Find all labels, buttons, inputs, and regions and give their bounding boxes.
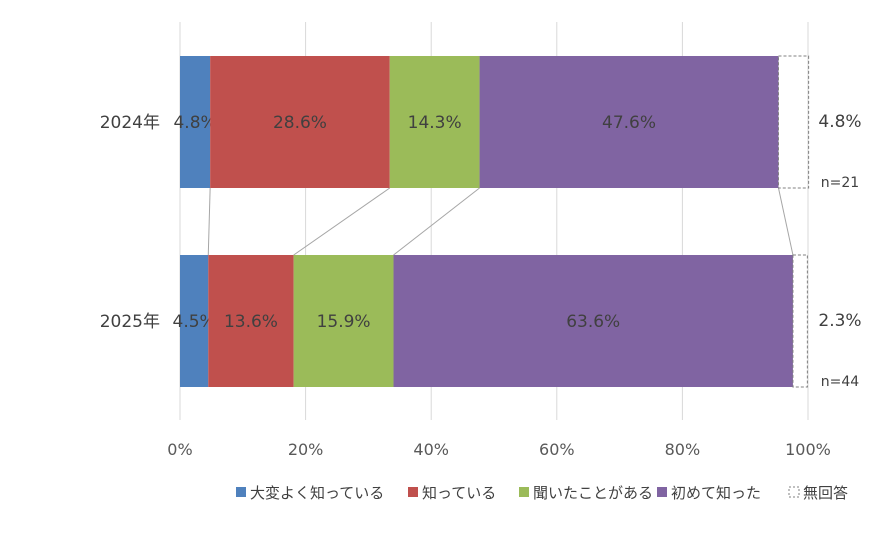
data-label: 47.6%: [602, 113, 656, 133]
legend-label: 無回答: [803, 484, 848, 502]
legend-swatch: [236, 487, 246, 497]
bar-segment: [389, 56, 480, 188]
legend-swatch: [657, 487, 667, 497]
x-tick-label: 60%: [539, 440, 575, 459]
series-line: [777, 187, 794, 256]
sample-size-label: n=44: [821, 374, 860, 390]
x-tick-label: 80%: [665, 440, 701, 459]
legend-swatch: [408, 487, 418, 497]
bars: 4.8% 28.6% 14.3% 47.6% 4.5% 13.6% 15.9% 63.6%: [173, 55, 810, 388]
x-tick-label: 40%: [413, 440, 449, 459]
data-label: 15.9%: [317, 312, 371, 332]
data-label: 4.8%: [173, 113, 216, 133]
no-answer-labels: 4.8% n=21 2.3% n=44: [818, 112, 861, 390]
bar-segment: [479, 56, 779, 188]
data-label: 63.6%: [566, 312, 620, 332]
legend-label: 大変よく知っている: [250, 484, 384, 502]
legend-swatch: [788, 486, 800, 498]
series-line: [207, 187, 211, 256]
bar-segment: [180, 255, 209, 387]
bar-segment: [293, 255, 394, 387]
legend-swatch: [519, 487, 529, 497]
data-label: 4.5%: [173, 312, 216, 332]
bar-segment-no-answer: [777, 55, 810, 189]
series-connector-lines: [207, 187, 794, 256]
category-labels: 2024年 2025年: [100, 113, 160, 332]
bar-segment: [208, 255, 294, 387]
legend-label: 聞いたことがある: [533, 484, 653, 502]
no-answer-value-label: 2.3%: [818, 311, 861, 331]
bar-segment-no-answer: [792, 254, 808, 388]
x-tick-label: 20%: [288, 440, 324, 459]
x-axis-tick-labels: 0% 20% 40% 60% 80% 100%: [167, 440, 831, 459]
x-tick-label: 100%: [785, 440, 831, 459]
series-line: [393, 187, 480, 256]
no-answer-value-label: 4.8%: [818, 112, 861, 132]
series-line: [293, 187, 391, 256]
data-label: 14.3%: [408, 113, 462, 133]
legend-label: 初めて知った: [671, 484, 761, 502]
category-label: 2024年: [100, 113, 160, 133]
category-label: 2025年: [100, 312, 160, 332]
bar-segment: [210, 56, 390, 188]
x-tick-label: 0%: [167, 440, 192, 459]
bar-segment: [393, 255, 793, 387]
data-label: 28.6%: [273, 113, 327, 133]
data-label: 13.6%: [224, 312, 278, 332]
bar-segment: [180, 56, 211, 188]
sample-size-label: n=21: [821, 175, 859, 191]
legend-label: 知っている: [422, 484, 496, 502]
legend: 大変よく知っている 知っている 聞いたことがある 初めて知った 無回答: [236, 484, 848, 502]
